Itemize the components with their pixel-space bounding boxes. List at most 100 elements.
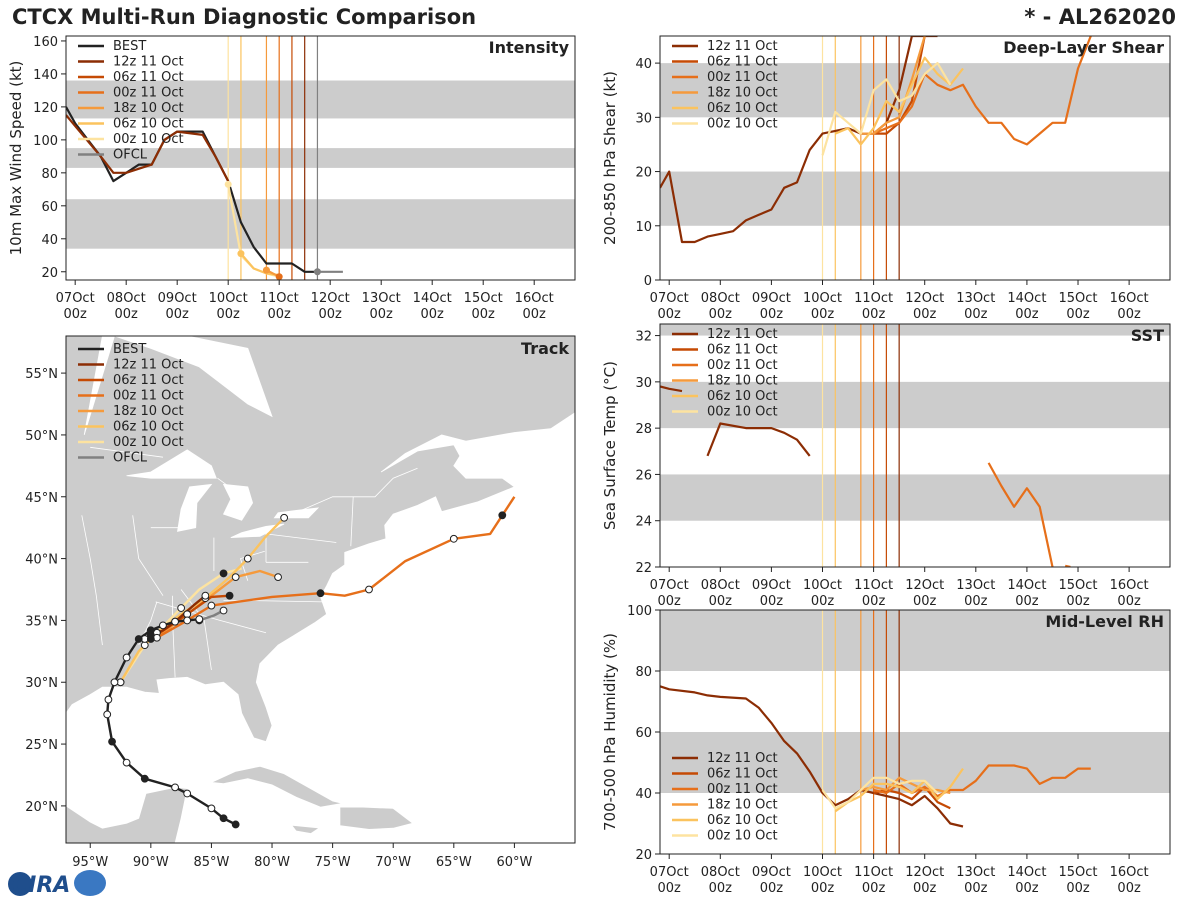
- track-point: [243, 554, 252, 563]
- x-tick-label: 11Oct: [260, 291, 299, 306]
- state-border: [283, 467, 418, 519]
- state-border: [90, 446, 164, 458]
- state-border: [350, 496, 354, 547]
- track-point: [449, 534, 458, 543]
- legend-label: 06z 11 Oct: [113, 373, 184, 388]
- y-tick-label: 30: [635, 111, 652, 126]
- init-point: [275, 273, 283, 280]
- x-tick-label: 80°W: [254, 855, 290, 870]
- figure-title: CTCX Multi-Run Diagnostic Comparison: [12, 5, 476, 29]
- legend-label: 06z 10 Oct: [707, 101, 778, 116]
- x-tick-label: 15Oct: [1059, 865, 1098, 880]
- x-tick-label: 00z: [1117, 307, 1141, 322]
- x-tick-label: 13Oct: [956, 578, 995, 593]
- track-point: [122, 758, 131, 767]
- plot-frame: [659, 35, 1171, 281]
- y-tick-label: 30: [635, 376, 652, 391]
- series-line: [821, 61, 952, 156]
- x-tick-label: 09Oct: [752, 578, 791, 593]
- x-tick-label: 15Oct: [1059, 291, 1098, 306]
- x-tick-label: 00z: [658, 307, 682, 322]
- x-tick-label: 00z: [1066, 881, 1090, 896]
- track-point: [225, 591, 234, 600]
- x-tick-label: 08Oct: [701, 291, 740, 306]
- legend-label: 00z 11 Oct: [707, 782, 778, 797]
- x-tick-label: 00z: [1066, 307, 1090, 322]
- y-tick-label: 20: [41, 266, 58, 281]
- x-tick-label: 08Oct: [701, 865, 740, 880]
- panel-title: Deep-Layer Shear: [1003, 38, 1164, 57]
- init-point: [224, 180, 232, 188]
- x-tick-label: 11Oct: [854, 578, 893, 593]
- x-tick-label: 00z: [472, 307, 496, 322]
- y-axis-label: 10m Max Wind Speed (kt): [7, 61, 25, 256]
- track-point: [110, 678, 119, 687]
- track-point: [207, 601, 216, 610]
- track-point: [159, 621, 167, 630]
- legend-label: 18z 10 Oct: [707, 86, 778, 101]
- lake: [222, 483, 254, 521]
- track-point: [103, 710, 112, 719]
- track-line: [156, 496, 516, 639]
- series-line: [660, 385, 683, 393]
- series-group: [660, 385, 1071, 567]
- track-point: [104, 695, 113, 704]
- legend-label: 06z 11 Oct: [707, 767, 778, 782]
- x-tick-label: 12Oct: [905, 291, 944, 306]
- state-border: [239, 550, 265, 581]
- track-point: [183, 789, 192, 798]
- series-line: [706, 422, 811, 457]
- track-point: [134, 635, 143, 643]
- track-point: [195, 615, 204, 624]
- x-tick-label: 00z: [913, 307, 937, 322]
- x-tick-label: 90°W: [133, 855, 169, 870]
- x-tick-label: 16Oct: [1110, 578, 1149, 593]
- shaded-band: [660, 610, 1170, 671]
- x-tick-label: 11Oct: [854, 865, 893, 880]
- track-point: [365, 585, 373, 594]
- y-axis-label: Sea Surface Temp (°C): [601, 361, 619, 530]
- legend-label: 18z 10 Oct: [707, 798, 778, 813]
- x-tick-label: 07Oct: [650, 578, 689, 593]
- ofcl-marker: [313, 267, 322, 276]
- track-point: [122, 653, 131, 662]
- y-axis-label: 700-500 hPa Humidity (%): [601, 633, 619, 831]
- track-point: [207, 804, 216, 813]
- x-tick-label: 65°W: [436, 855, 472, 870]
- land-cuba: [209, 765, 343, 808]
- series-group: [660, 36, 1092, 244]
- x-tick-label: 00z: [63, 307, 87, 322]
- track-point: [219, 814, 228, 823]
- x-tick-label: 10Oct: [803, 291, 842, 306]
- x-tick-label: 00z: [709, 307, 733, 322]
- legend-label: 12z 11 Oct: [707, 751, 778, 766]
- x-tick-label: 00z: [319, 307, 343, 322]
- lake: [83, 336, 273, 436]
- y-tick-label: 40: [635, 57, 652, 72]
- x-tick-label: 07Oct: [650, 865, 689, 880]
- track-point: [171, 617, 179, 626]
- track-point: [146, 626, 155, 635]
- x-tick-label: 12Oct: [311, 291, 350, 306]
- y-tick-label: 10: [635, 220, 652, 235]
- legend-label: 18z 10 Oct: [113, 101, 184, 116]
- x-tick-label: 12Oct: [905, 865, 944, 880]
- x-tick-label: 75°W: [315, 855, 351, 870]
- legend-label: 18z 10 Oct: [113, 404, 184, 419]
- y-tick-label: 30°N: [25, 676, 58, 691]
- legend-label: 06z 11 Oct: [113, 70, 184, 85]
- x-tick-label: 12Oct: [905, 578, 944, 593]
- legend-label: 06z 10 Oct: [707, 389, 778, 404]
- legend-label: 06z 10 Oct: [113, 117, 184, 132]
- shaded-band: [660, 732, 1170, 793]
- x-tick-label: 00z: [964, 881, 988, 896]
- init-point: [262, 266, 270, 274]
- track-point: [280, 513, 289, 522]
- panel-title: SST: [1131, 326, 1164, 345]
- legend-label: 12z 11 Oct: [113, 358, 184, 373]
- x-tick-label: 00z: [862, 881, 886, 896]
- track-point: [201, 591, 210, 600]
- x-tick-label: 00z: [709, 881, 733, 896]
- x-tick-label: 13Oct: [956, 865, 995, 880]
- x-tick-label: 15Oct: [464, 291, 503, 306]
